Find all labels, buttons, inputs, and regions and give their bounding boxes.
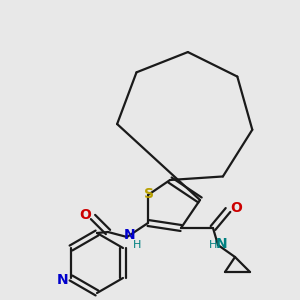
Text: O: O	[79, 208, 91, 222]
Text: H: H	[133, 240, 141, 250]
Text: N: N	[124, 228, 136, 242]
Text: S: S	[144, 187, 154, 201]
Text: O: O	[230, 201, 242, 215]
Text: N: N	[57, 273, 69, 287]
Text: N: N	[216, 237, 228, 251]
Text: H: H	[209, 240, 217, 250]
